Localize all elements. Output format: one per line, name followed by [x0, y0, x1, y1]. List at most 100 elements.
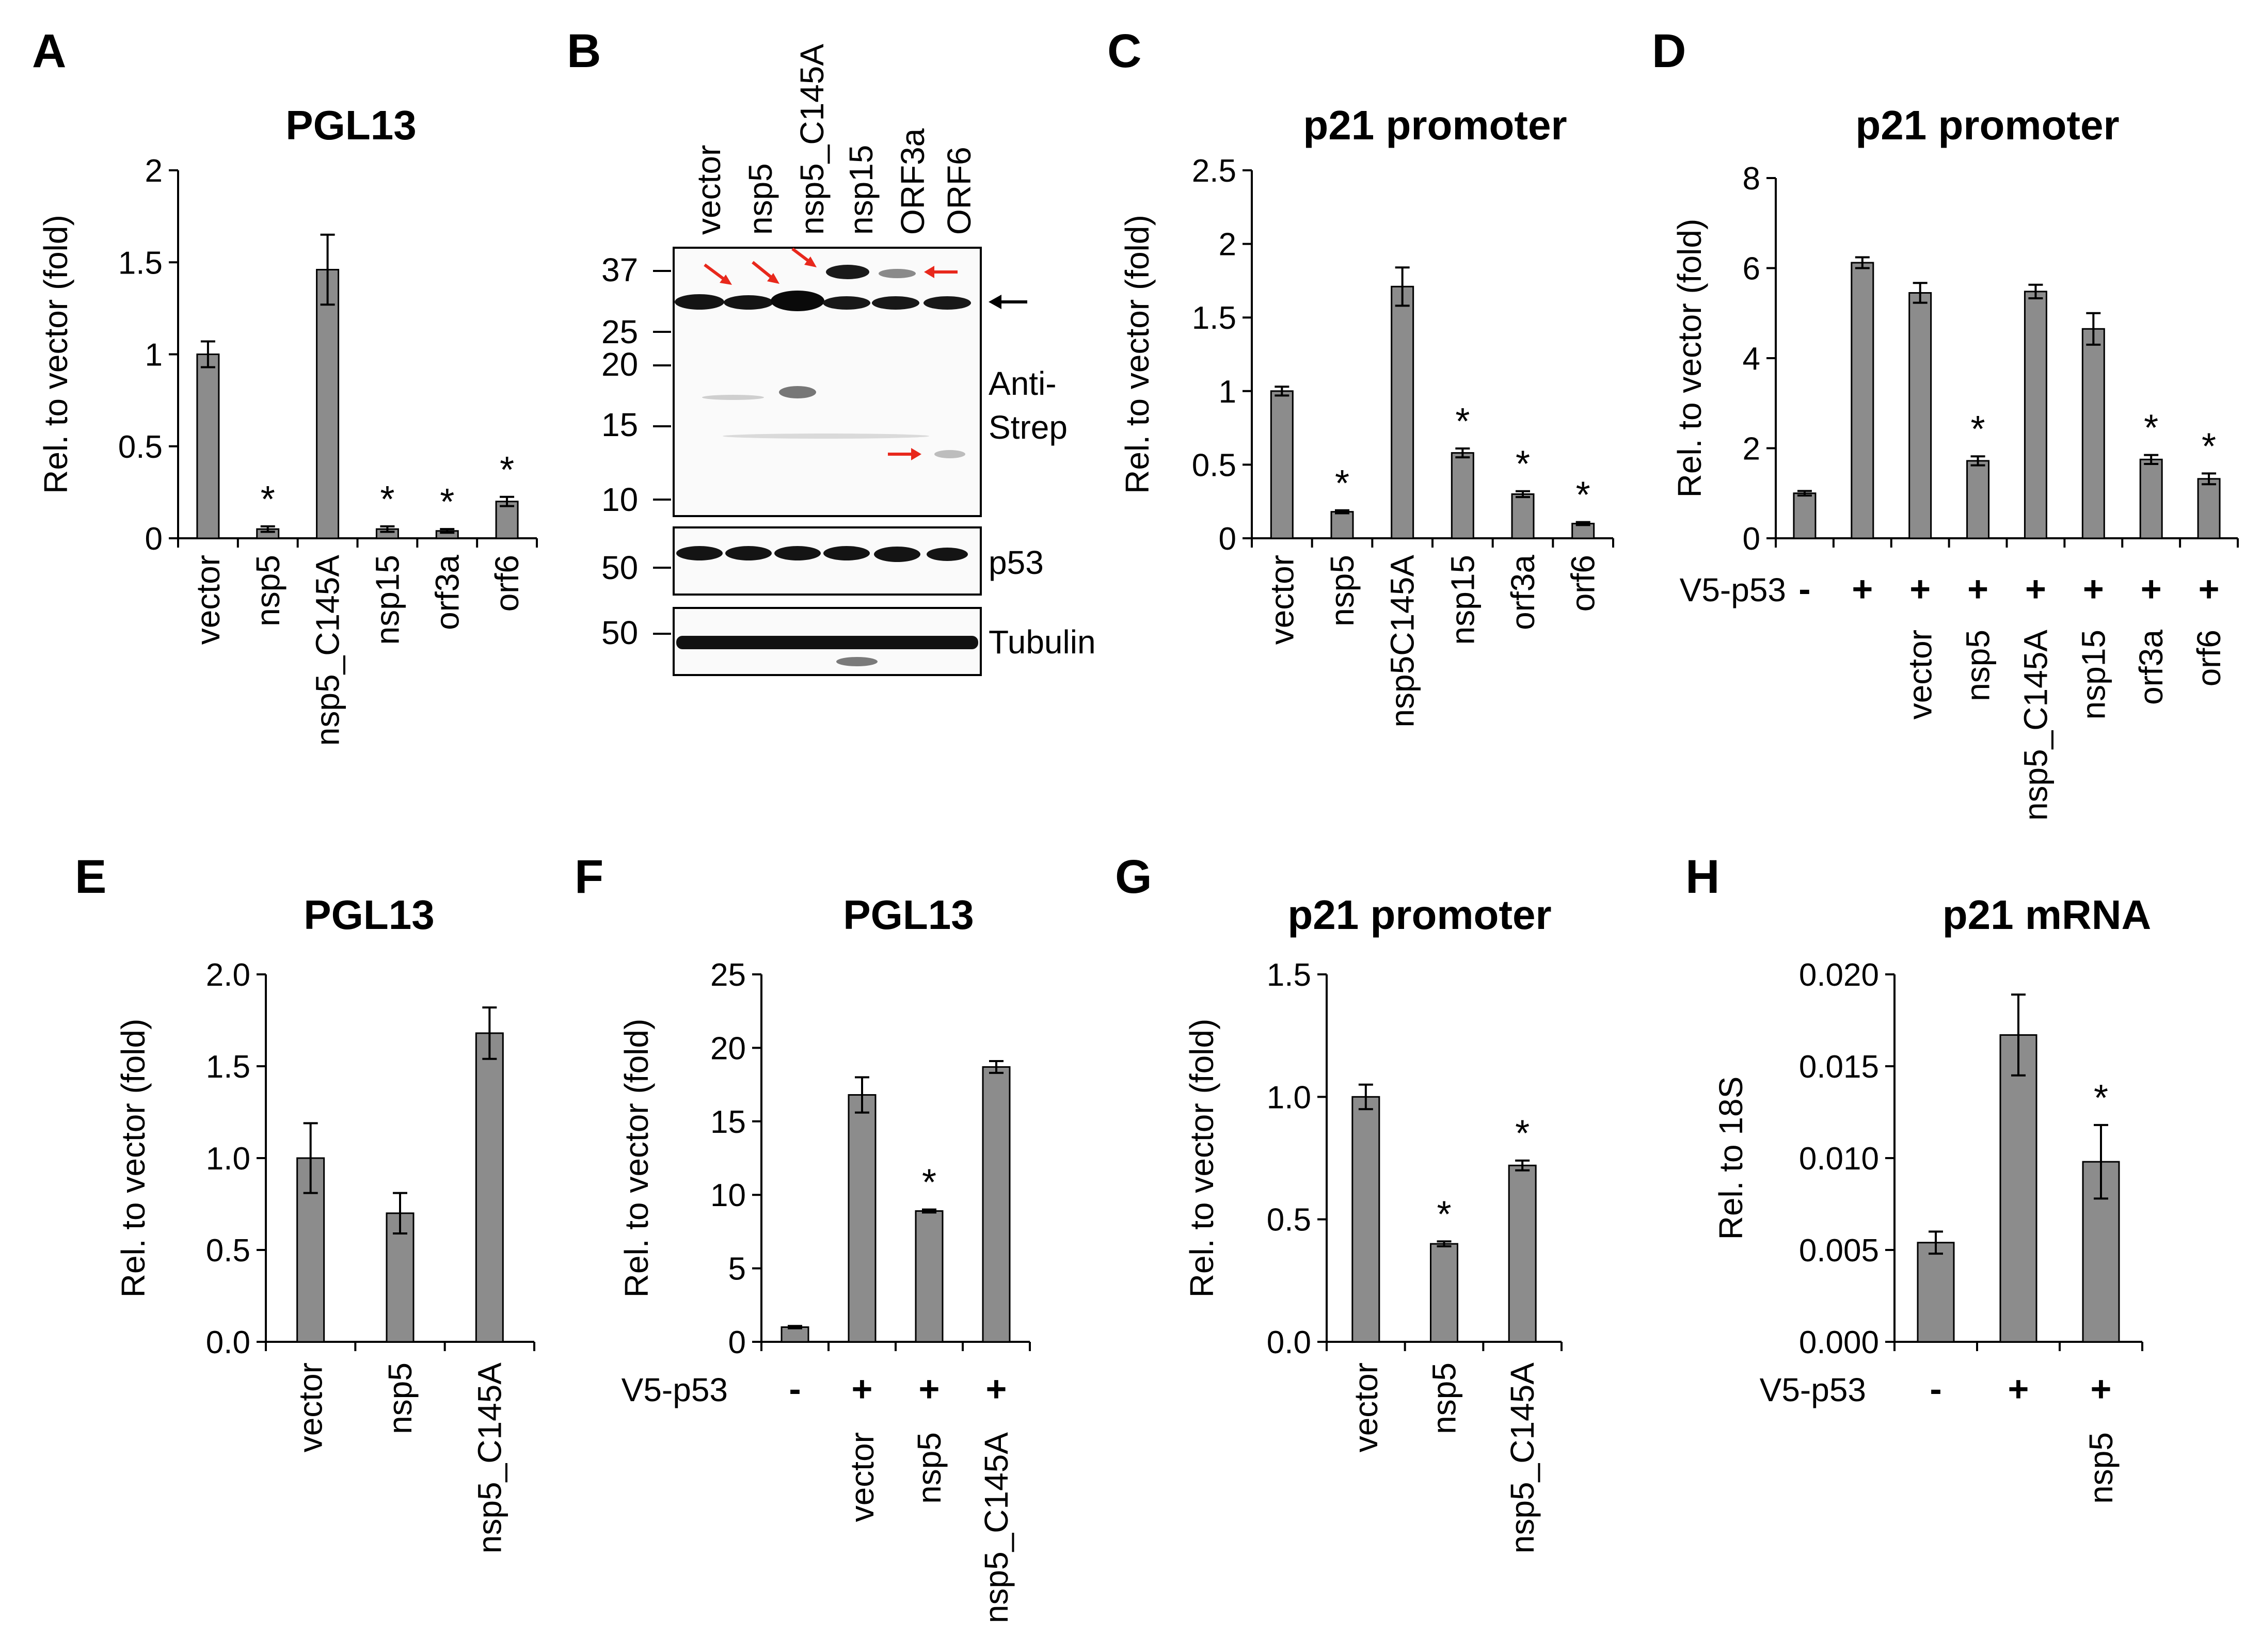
blot-marker: 37 [601, 251, 638, 288]
arrow-icon [911, 448, 921, 460]
treatment-sign: + [986, 1369, 1007, 1409]
panel-label-h: H [1685, 851, 1719, 903]
blot-marker: 25 [601, 313, 638, 350]
y-tick-label: 0.015 [1799, 1049, 1879, 1085]
bar [196, 354, 220, 539]
y-tick-label: 6 [1743, 251, 1760, 287]
blot-band [927, 548, 968, 561]
chart-panel-f: PGL13 Rel. to vector (fold) 0 5 10 15 20 25 - vec… [618, 892, 1031, 1623]
blot-marker: 50 [601, 614, 638, 651]
significance-star: * [380, 479, 394, 520]
y-tick-label: 0 [1743, 521, 1760, 557]
treatment-sign: + [2091, 1369, 2112, 1409]
blot-band-faint [723, 434, 929, 439]
category-label: nsp5 [911, 1432, 948, 1504]
bar [1508, 1164, 1537, 1343]
y-tick-label: 1.5 [1267, 957, 1311, 993]
blot-band [774, 546, 821, 560]
chart-panel-h: p21 mRNA Rel. to 18S 0.000 0.005 0.010 0.015 0… [1712, 892, 2151, 1504]
bar [316, 269, 340, 539]
tubulin-label: Tubulin [989, 623, 1096, 661]
bar [2081, 328, 2105, 539]
y-tick-label: 2 [145, 153, 163, 189]
y-axis-label: Rel. to vector (fold) [1671, 219, 1708, 498]
blot-marker: 15 [601, 406, 638, 443]
bar [1851, 262, 1874, 539]
blot-lane-label: nsp5 [742, 163, 779, 235]
bar [982, 1066, 1011, 1343]
category-label: vector [843, 1432, 881, 1522]
significance-star: * [440, 482, 454, 523]
western-blot: vector nsp5 nsp5_C145A nsp15 ORF3a ORF6 … [601, 44, 1096, 676]
panel-label-g: G [1115, 851, 1152, 903]
treatment-sign: + [2083, 569, 2104, 609]
blot-band [676, 546, 723, 560]
chart-title: PGL13 [285, 102, 416, 148]
chart-panel-e: PGL13 Rel. to vector (fold) 0.0 0.5 1.0 1.5 2.… [115, 892, 535, 1553]
category-label: nsp5_C145A [1504, 1362, 1541, 1553]
y-tick-label: 1 [1219, 374, 1236, 410]
category-label: nsp5 [249, 555, 286, 627]
bar [1793, 492, 1817, 539]
bar [1908, 292, 1932, 539]
y-tick-label: 10 [710, 1178, 746, 1213]
panel-label-a: A [32, 25, 66, 77]
significance-star: * [2094, 1078, 2108, 1119]
panel-label-c: C [1107, 25, 1141, 77]
y-tick-label: 0.010 [1799, 1141, 1879, 1177]
treatment-sign: - [789, 1369, 801, 1409]
blot-lane-label: ORF3a [894, 128, 931, 235]
arrow-icon [767, 273, 779, 284]
blot-strip-p53 [673, 526, 982, 596]
category-label: orf6 [2190, 630, 2227, 686]
y-tick-label: 0.0 [1267, 1325, 1311, 1360]
category-label: nsp15 [2075, 630, 2112, 719]
category-label: orf3a [2132, 630, 2170, 705]
chart-title: PGL13 [843, 892, 974, 938]
category-label: nsp5_C145A [978, 1432, 1015, 1623]
y-tick-label: 0.000 [1799, 1325, 1879, 1360]
treatment-label: V5-p53 [622, 1371, 728, 1408]
y-tick-label: 15 [710, 1104, 746, 1140]
y-tick-label: 2.0 [206, 957, 250, 993]
bar [1330, 511, 1354, 539]
category-label: nsp5 [1426, 1362, 1463, 1434]
y-tick-label: 1.0 [206, 1141, 250, 1177]
blot-band [724, 295, 773, 310]
blot-band-orf3a [879, 269, 916, 278]
y-tick-label: 4 [1743, 341, 1760, 377]
treatment-sign: + [2199, 569, 2220, 609]
blot-band [823, 546, 870, 560]
category-label: orf3a [428, 555, 466, 630]
red-arrows [704, 247, 958, 460]
arrow-icon [924, 266, 934, 278]
bar [848, 1094, 877, 1343]
y-tick-label: 2 [1219, 227, 1236, 263]
blot-band-orf6 [934, 450, 965, 458]
blot-band [823, 296, 870, 310]
y-tick-label: 0 [1219, 521, 1236, 557]
panel-label-e: E [75, 851, 106, 903]
category-label: nsp5_C145A [471, 1362, 508, 1553]
arrow-icon [989, 295, 1001, 309]
y-tick-label: 8 [1743, 161, 1760, 197]
chart-title: p21 promoter [1287, 892, 1551, 938]
treatment-sign: + [2141, 569, 2162, 609]
blot-marker: 10 [601, 481, 638, 518]
significance-star: * [261, 479, 275, 520]
y-tick-label: 20 [710, 1031, 746, 1066]
y-tick-label: 2.5 [1192, 153, 1236, 189]
chart-panel-c: p21 promoter Rel. to vector (fold) 0 0.5 1 1.… [1119, 102, 1614, 727]
panel-label-f: F [575, 851, 603, 903]
blot-lane-label: vector [690, 145, 727, 235]
category-label: vector [1263, 555, 1300, 645]
category-label: nsp15 [1444, 555, 1481, 645]
y-tick-label: 0.5 [1192, 447, 1236, 483]
bar [1917, 1242, 1955, 1343]
treatment-sign: + [1909, 569, 1931, 609]
chart-title: p21 mRNA [1942, 892, 2152, 938]
significance-star: * [1516, 444, 1530, 485]
significance-star: * [1576, 475, 1590, 516]
blot-strip-main [673, 247, 982, 517]
